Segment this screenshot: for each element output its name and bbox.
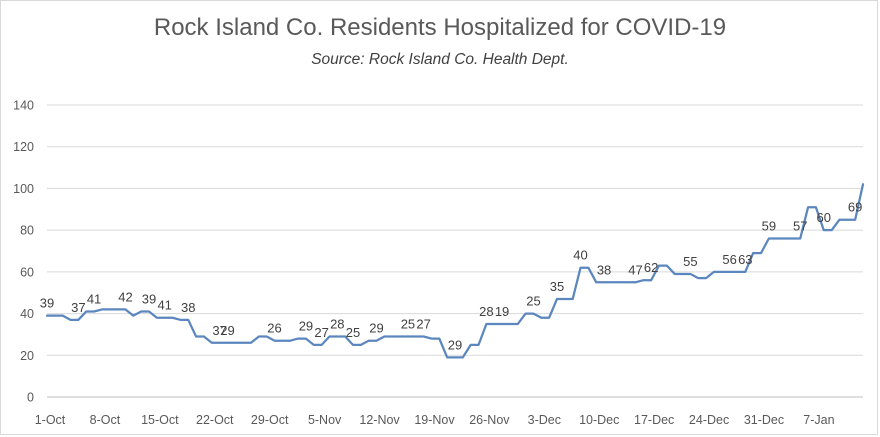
data-label: 55 [683, 254, 697, 269]
data-label: 56 [722, 252, 736, 267]
x-tick-label: 12-Nov [359, 413, 400, 427]
x-tick-label: 10-Dec [579, 413, 619, 427]
chart-subtitle: Source: Rock Island Co. Health Dept. [311, 51, 569, 68]
data-label: 41 [87, 291, 101, 306]
data-label: 27 [416, 317, 430, 332]
data-label: 28 [330, 317, 344, 332]
data-label: 38 [181, 300, 195, 315]
y-tick-label: 60 [20, 265, 34, 279]
data-label: 19 [495, 304, 509, 319]
x-tick-label: 8-Oct [90, 413, 121, 427]
y-tick-label: 40 [20, 307, 34, 321]
x-tick-label: 17-Dec [634, 413, 674, 427]
data-label: 63 [738, 252, 752, 267]
data-label: 35 [550, 279, 564, 294]
y-tick-label: 20 [20, 349, 34, 363]
x-tick-label: 29-Oct [251, 413, 289, 427]
data-label: 29 [369, 321, 383, 336]
x-tick-label: 19-Nov [414, 413, 455, 427]
x-tick-label: 7-Jan [803, 413, 834, 427]
y-tick-label: 120 [13, 140, 34, 154]
data-label: 39 [142, 291, 156, 306]
data-label: 29 [220, 323, 234, 338]
data-label: 69 [848, 200, 862, 215]
series-line [45, 183, 865, 359]
x-tick-label: 31-Dec [744, 413, 784, 427]
data-label: 57 [793, 218, 807, 233]
data-label: 40 [573, 248, 587, 263]
data-label: 39 [40, 296, 54, 311]
y-tick-label: 0 [27, 391, 34, 405]
data-label: 47 [628, 262, 642, 277]
data-label: 26 [267, 321, 281, 336]
x-tick-label: 5-Nov [308, 413, 342, 427]
x-tick-label: 1-Oct [35, 413, 66, 427]
data-label: 42 [118, 289, 132, 304]
data-label: 28 [479, 304, 493, 319]
data-label: 25 [401, 317, 415, 332]
x-tick-label: 24-Dec [689, 413, 729, 427]
x-tick-label: 3-Dec [528, 413, 561, 427]
x-tick-label: 22-Oct [196, 413, 234, 427]
chart-title: Rock Island Co. Residents Hospitalized f… [153, 14, 727, 41]
data-label: 37 [212, 323, 226, 338]
data-label: 59 [762, 218, 776, 233]
y-tick-label: 140 [13, 99, 34, 113]
data-label: 41 [157, 298, 171, 313]
data-label: 29 [448, 337, 462, 352]
data-label: 25 [346, 325, 360, 340]
data-label: 25 [526, 294, 540, 309]
data-label: 29 [299, 319, 313, 334]
data-label: 37 [71, 300, 85, 315]
data-label: 38 [597, 262, 611, 277]
data-label: 60 [817, 210, 831, 225]
data-label: 62 [644, 260, 658, 275]
data-label: 27 [314, 325, 328, 340]
y-tick-label: 80 [20, 224, 34, 238]
y-tick-label: 100 [13, 182, 34, 196]
x-tick-label: 15-Oct [141, 413, 179, 427]
x-tick-label: 26-Nov [469, 413, 510, 427]
